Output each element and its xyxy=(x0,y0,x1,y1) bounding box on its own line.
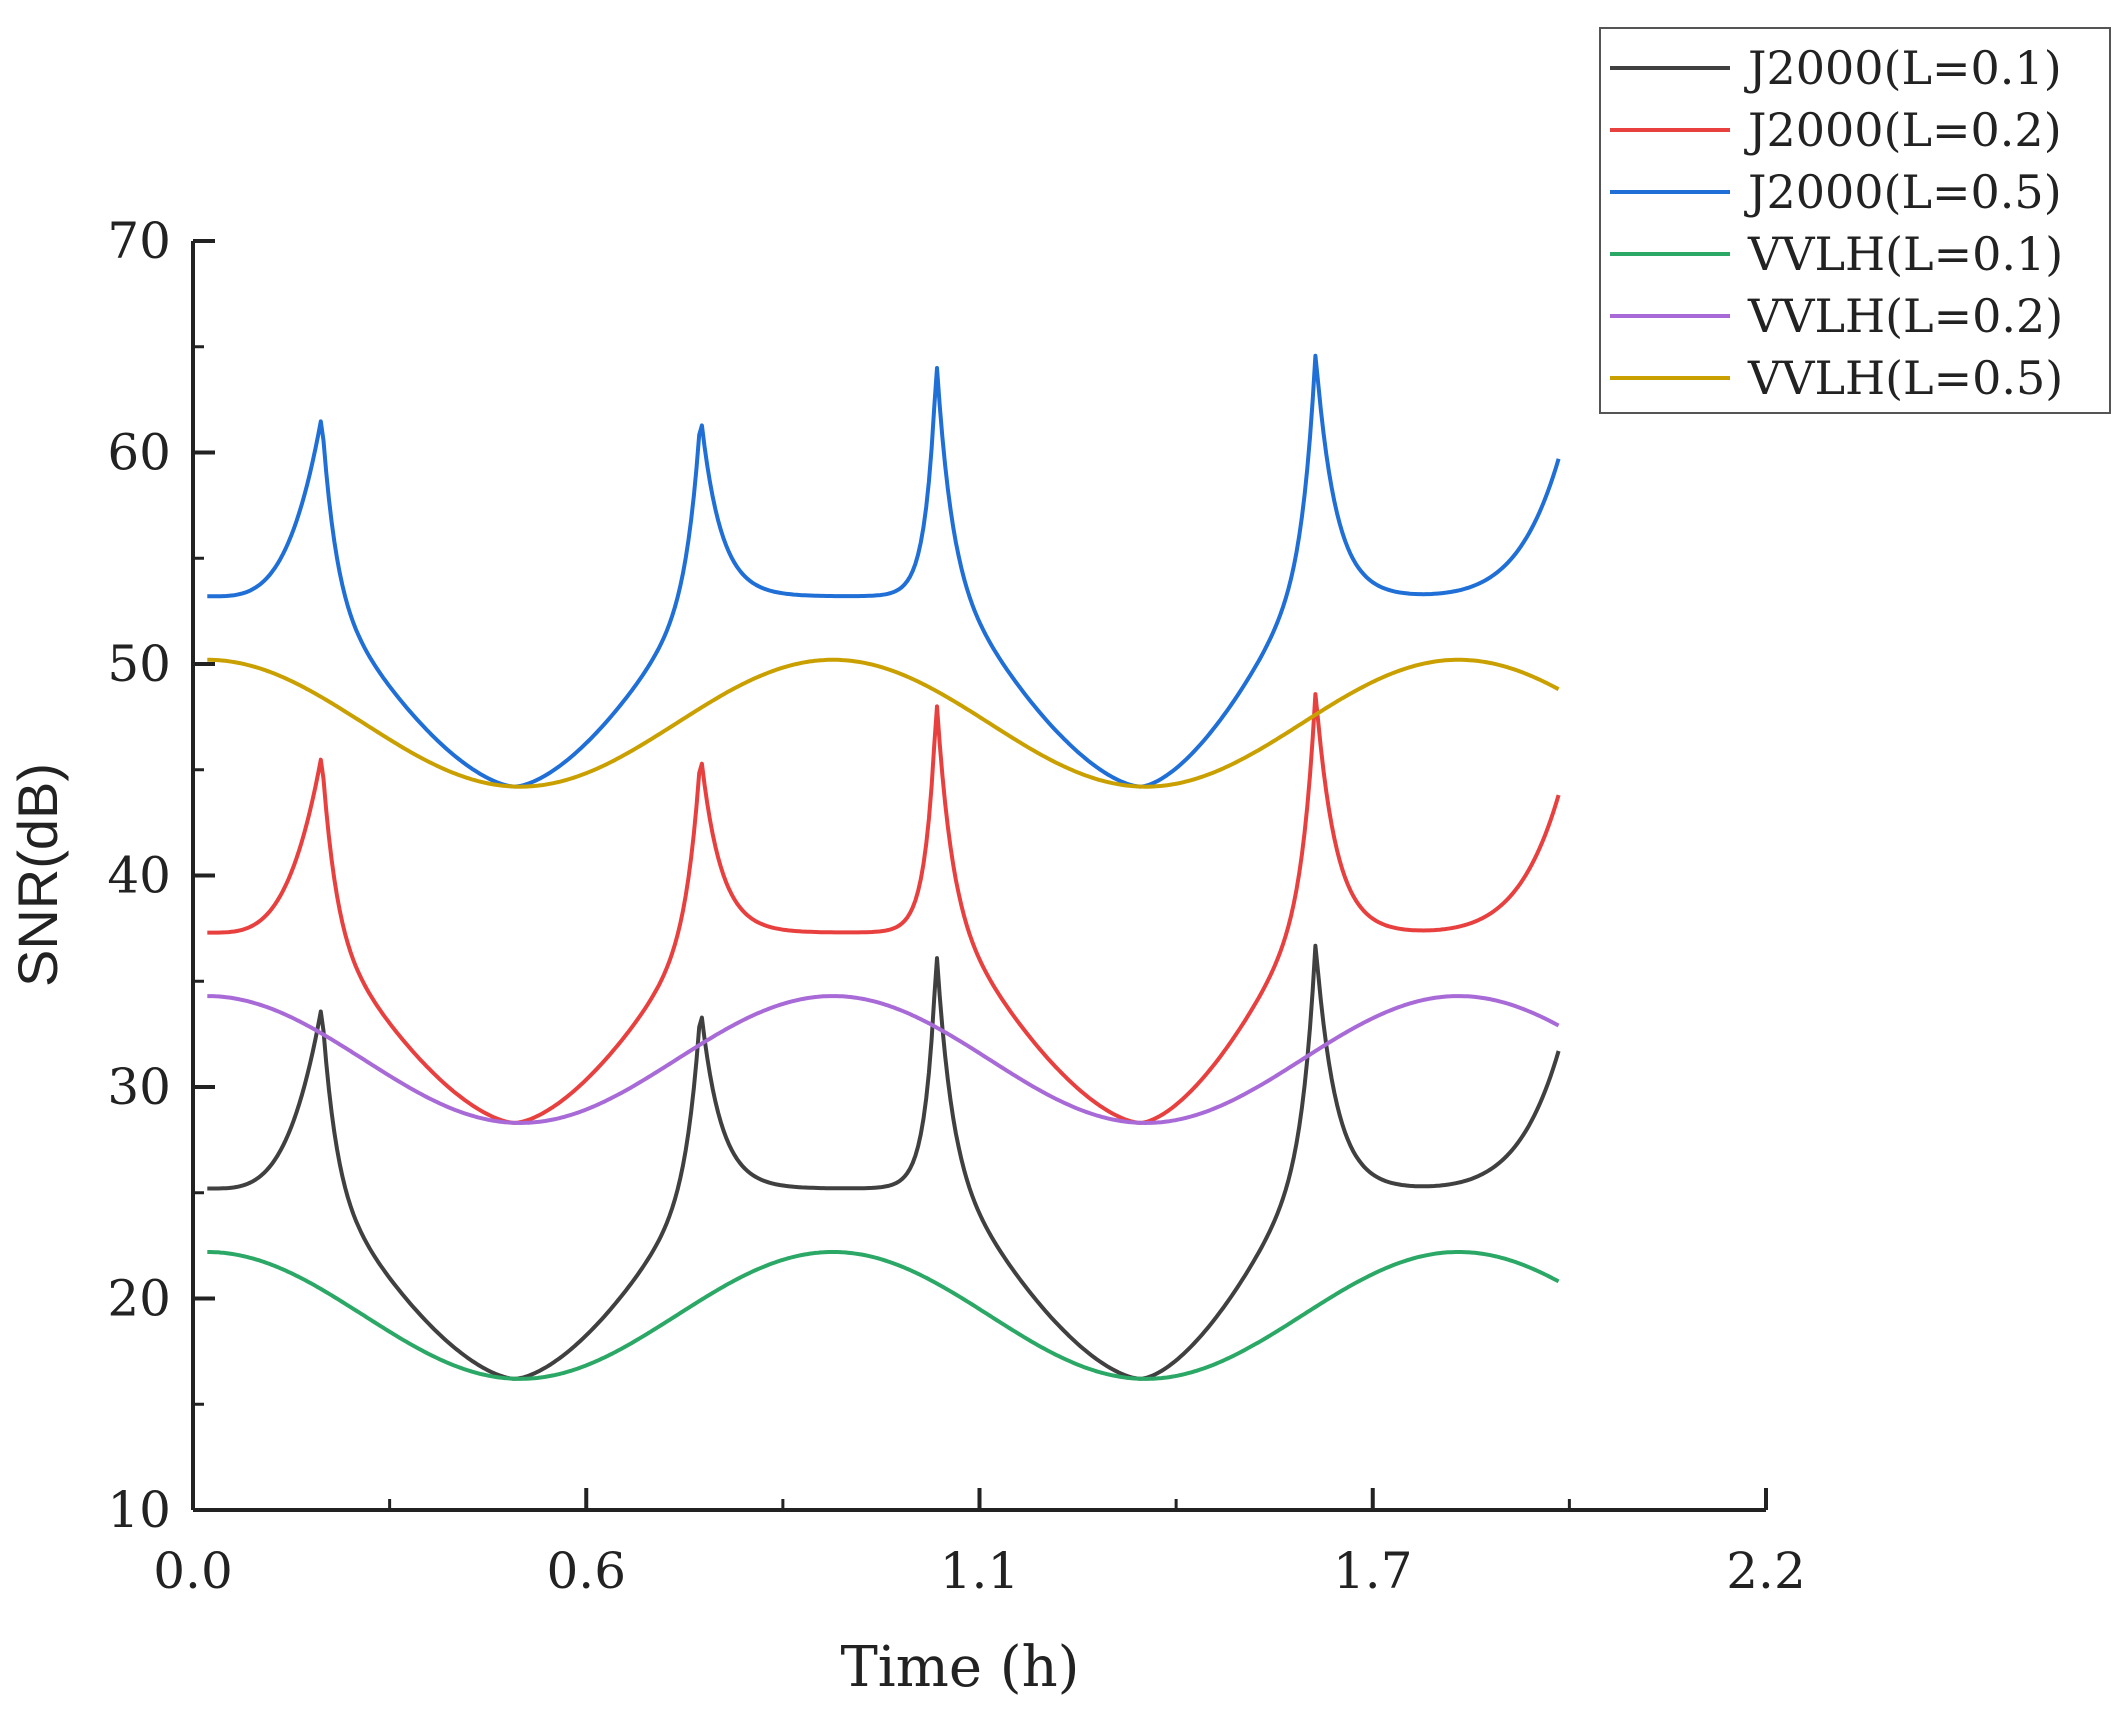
y-tick-label: 20 xyxy=(107,1270,171,1328)
legend-box xyxy=(1599,27,2111,414)
y-tick-label: 40 xyxy=(107,847,171,905)
y-tick-label: 50 xyxy=(107,635,171,693)
series-line-4 xyxy=(207,994,1560,1125)
series-line-5 xyxy=(207,657,1560,789)
y-tick-label: 10 xyxy=(107,1481,171,1539)
legend-entry: VVLH(L=0.2) xyxy=(1747,289,2063,343)
legend-entry: J2000(L=0.5) xyxy=(1744,165,2062,219)
legend-entry: VVLH(L=0.5) xyxy=(1747,351,2063,405)
x-axis-ticks: 0.0 0.6 1.1 1.7 2.2 xyxy=(153,1488,1806,1600)
series-line-2 xyxy=(207,353,1561,789)
y-axis-ticks: 10 20 30 40 50 60 70 xyxy=(107,212,215,1539)
series-lines xyxy=(207,353,1561,1381)
x-tick-label: 2.2 xyxy=(1726,1542,1806,1600)
x-tick-label: 0.0 xyxy=(153,1542,233,1600)
x-tick-label: 1.1 xyxy=(940,1542,1020,1600)
y-tick-label: 70 xyxy=(107,212,171,270)
series-line-0 xyxy=(207,943,1561,1381)
legend-entry: VVLH(L=0.1) xyxy=(1747,227,2063,281)
y-axis-title: SNR(dB) xyxy=(6,763,69,987)
x-tick-label: 0.6 xyxy=(546,1542,626,1600)
x-axis-title: Time (h) xyxy=(840,1635,1079,1700)
x-tick-label: 1.7 xyxy=(1333,1542,1413,1600)
legend-entry: J2000(L=0.1) xyxy=(1744,41,2062,95)
legend-entry: J2000(L=0.2) xyxy=(1744,103,2062,157)
y-tick-label: 60 xyxy=(107,424,171,482)
series-line-3 xyxy=(207,1250,1560,1381)
legend: J2000(L=0.1) J2000(L=0.2) J2000(L=0.5) VVLH… xyxy=(1599,27,2111,414)
y-tick-label: 30 xyxy=(107,1058,171,1116)
series-line-1 xyxy=(207,692,1561,1125)
